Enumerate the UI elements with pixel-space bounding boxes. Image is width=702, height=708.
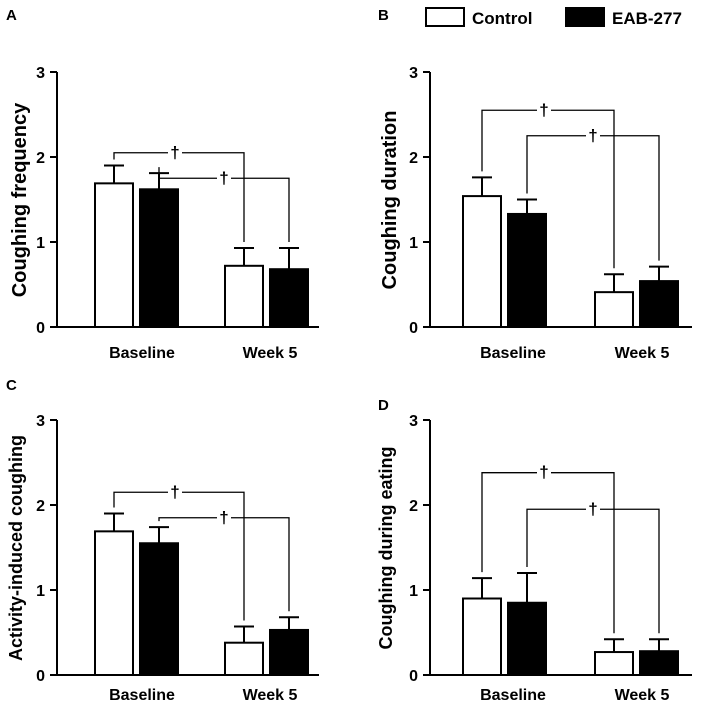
y-tick-label: 1 bbox=[36, 235, 45, 252]
bar-control-baseline bbox=[94, 530, 134, 676]
legend-control-label: Control bbox=[472, 9, 532, 28]
dagger-bg bbox=[586, 497, 600, 520]
bar-control-baseline bbox=[94, 182, 134, 328]
legend-control-swatch bbox=[425, 7, 465, 27]
bar-eab-baseline bbox=[507, 212, 547, 328]
bar-eab-week-5 bbox=[269, 628, 309, 677]
significance-dagger: † bbox=[588, 499, 597, 518]
significance-dagger: † bbox=[539, 463, 548, 482]
y-tick-label: 3 bbox=[36, 413, 45, 430]
dagger-bg bbox=[586, 123, 600, 146]
panel-letter: B bbox=[378, 7, 389, 24]
panel-letter: D bbox=[378, 397, 389, 414]
panel-letter: A bbox=[6, 7, 17, 24]
y-tick-label: 1 bbox=[409, 583, 418, 600]
bar-eab-baseline bbox=[139, 542, 179, 676]
y-tick-label: 3 bbox=[409, 413, 418, 430]
y-tick-label: 1 bbox=[36, 583, 45, 600]
dagger-bg bbox=[537, 98, 551, 121]
bar-control-week-5 bbox=[224, 641, 264, 677]
dagger-bg bbox=[168, 140, 182, 163]
dagger-bg bbox=[217, 505, 231, 528]
bar-control-baseline bbox=[462, 195, 502, 328]
significance-dagger: † bbox=[539, 100, 548, 119]
dagger-bg bbox=[537, 460, 551, 483]
dagger-bg bbox=[168, 480, 182, 503]
bar-control-baseline bbox=[462, 597, 502, 676]
y-tick-label: 0 bbox=[409, 668, 418, 685]
x-category-label: Week 5 bbox=[615, 687, 670, 704]
y-tick-label: 3 bbox=[36, 65, 45, 82]
dagger-bg bbox=[217, 166, 231, 189]
panel-D: D 0 1 2 3 Coughing during eating Baseline Week … bbox=[376, 397, 692, 704]
bar-control-week-5 bbox=[594, 291, 634, 328]
legend-eab-label: EAB-277 bbox=[612, 9, 682, 28]
y-tick-label: 2 bbox=[409, 150, 418, 167]
x-category-label: Week 5 bbox=[615, 345, 670, 362]
y-tick-label: 2 bbox=[36, 150, 45, 167]
y-tick-label: 1 bbox=[409, 235, 418, 252]
y-tick-label: 3 bbox=[409, 65, 418, 82]
bar-eab-week-5 bbox=[639, 650, 679, 677]
panel-C: C 0 1 2 3 Activity-induced coughing Baseline We… bbox=[6, 377, 319, 704]
legend: Control EAB-277 bbox=[425, 7, 682, 28]
y-tick-label: 2 bbox=[409, 498, 418, 515]
x-category-label: Baseline bbox=[109, 687, 175, 704]
panel-B: B 0 1 2 3 Coughing duration Baseline Week 5 † † bbox=[378, 7, 692, 362]
bar-eab-baseline bbox=[507, 601, 547, 676]
y-tick-label: 0 bbox=[36, 668, 45, 685]
x-category-label: Week 5 bbox=[243, 345, 298, 362]
bar-control-week-5 bbox=[594, 651, 634, 676]
y-axis-label: Coughing duration bbox=[379, 111, 401, 290]
significance-dagger: † bbox=[170, 143, 179, 162]
panel-A: A 0 1 2 3 Coughing frequency Baseline Week 5 † † bbox=[6, 7, 319, 362]
panel-letter: C bbox=[6, 377, 17, 394]
bar-eab-week-5 bbox=[269, 268, 309, 329]
legend-eab-swatch bbox=[565, 7, 605, 27]
significance-dagger: † bbox=[219, 508, 228, 527]
x-category-label: Week 5 bbox=[243, 687, 298, 704]
y-axis-label: Coughing during eating bbox=[376, 447, 396, 650]
y-axis-label: Activity-induced coughing bbox=[6, 435, 26, 661]
y-tick-label: 0 bbox=[36, 320, 45, 337]
x-category-label: Baseline bbox=[109, 345, 175, 362]
y-tick-label: 0 bbox=[409, 320, 418, 337]
bar-eab-baseline bbox=[139, 188, 179, 328]
significance-dagger: † bbox=[170, 482, 179, 501]
bar-eab-week-5 bbox=[639, 280, 679, 329]
x-category-label: Baseline bbox=[480, 345, 546, 362]
x-category-label: Baseline bbox=[480, 687, 546, 704]
y-tick-label: 2 bbox=[36, 498, 45, 515]
significance-dagger: † bbox=[219, 168, 228, 187]
bar-control-week-5 bbox=[224, 264, 264, 328]
significance-dagger: † bbox=[588, 126, 597, 145]
y-axis-label: Coughing frequency bbox=[9, 102, 31, 297]
